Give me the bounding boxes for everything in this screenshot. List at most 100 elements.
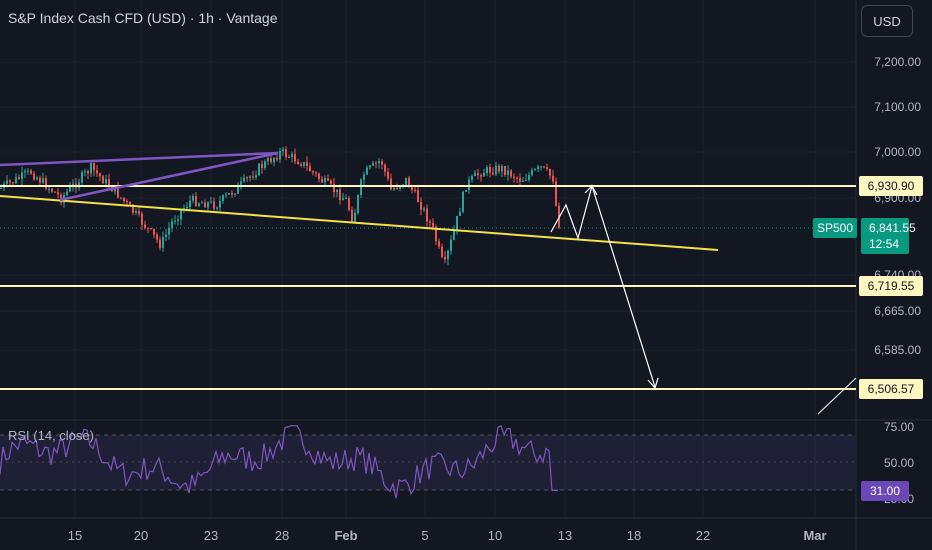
level-price-tag — [859, 276, 923, 296]
drawing-tool-line[interactable] — [817, 377, 857, 415]
candle-body — [399, 186, 401, 189]
candle-body — [90, 163, 92, 174]
time-axis[interactable]: 15 20 23 28 Feb 5 10 13 18 22 Mar — [68, 528, 827, 543]
candle-body — [135, 211, 137, 213]
candle-body — [372, 162, 374, 166]
candle-body — [321, 178, 323, 183]
symbol-tag-text: SP500 — [817, 221, 853, 235]
candle-body — [336, 189, 338, 193]
candle-body — [15, 177, 17, 184]
rsi-tick-label: 50.00 — [884, 456, 914, 470]
candle-body — [294, 153, 296, 162]
candle-body — [108, 178, 110, 187]
candle-body — [150, 227, 152, 229]
candle-body — [240, 181, 242, 185]
candle-body — [186, 206, 188, 209]
candle-body — [234, 193, 236, 195]
candle-body — [69, 186, 71, 192]
candle-body — [132, 204, 134, 213]
price-axis[interactable]: 7,200.007,100.007,000.006,900.006,740.00… — [874, 55, 921, 357]
rsi-tick-label: 75.00 — [884, 420, 914, 434]
candle-body — [120, 197, 122, 199]
candle-body — [252, 176, 254, 178]
candle-body — [123, 197, 125, 202]
candle-body — [549, 168, 551, 176]
candle-body — [27, 170, 29, 172]
candle-body — [117, 186, 119, 198]
time-tick-label: 28 — [275, 528, 289, 543]
candle-body — [21, 172, 23, 180]
candle-body — [147, 227, 149, 229]
candle-body — [33, 173, 35, 180]
countdown-text: 12:54 — [869, 237, 899, 251]
projection-path[interactable] — [550, 183, 656, 388]
candle-body — [297, 161, 299, 165]
candle-body — [411, 187, 413, 190]
time-tick-label: 18 — [627, 528, 641, 543]
descending-trend-line[interactable] — [0, 195, 719, 251]
candle-body — [156, 234, 158, 240]
candle-body — [504, 166, 506, 175]
candle-body — [246, 177, 248, 179]
candle-body — [531, 169, 533, 175]
candle-body — [477, 173, 479, 176]
projection-arrowhead-top-icon — [584, 185, 598, 196]
candle-body — [30, 170, 32, 174]
candle-body — [417, 190, 419, 203]
price-candles[interactable] — [0, 146, 560, 266]
candle-body — [363, 174, 365, 180]
price-tick-label: 6,665.00 — [874, 304, 921, 318]
candle-body — [45, 178, 47, 189]
candle-body — [309, 165, 311, 172]
candle-body — [210, 201, 212, 203]
candle-body — [273, 157, 275, 163]
candle-body — [528, 174, 530, 180]
candle-body — [396, 187, 398, 189]
candle-body — [39, 177, 41, 183]
candle-body — [486, 167, 488, 174]
candle-body — [501, 166, 503, 172]
time-tick-label: 13 — [558, 528, 572, 543]
candle-body — [324, 178, 326, 183]
wedge-lower-line[interactable] — [59, 151, 279, 202]
candle-body — [66, 191, 68, 195]
candle-body — [492, 172, 494, 175]
rsi-line[interactable] — [0, 424, 558, 499]
candle-body — [81, 172, 83, 183]
candle-body — [288, 156, 290, 158]
candle-body — [228, 192, 230, 195]
candle-body — [489, 167, 491, 173]
candle-body — [378, 161, 380, 164]
candle-body — [456, 215, 458, 231]
candle-body — [84, 171, 86, 173]
candle-body — [426, 208, 428, 222]
wedge-upper-line[interactable] — [0, 151, 279, 167]
candle-body — [243, 177, 245, 182]
candle-body — [444, 256, 446, 260]
candle-body — [57, 192, 59, 195]
candle-body — [276, 157, 278, 160]
candle-body — [348, 198, 350, 210]
candle-body — [384, 164, 386, 172]
level-price-tag — [859, 379, 923, 399]
chart-title: S&P Index Cash CFD (USD) · 1h · Vantage — [8, 10, 278, 26]
candle-body — [408, 177, 410, 188]
candle-body — [318, 173, 320, 179]
currency-button[interactable]: USD — [861, 5, 913, 37]
candle-body — [129, 201, 131, 205]
candle-body — [201, 202, 203, 204]
candle-body — [36, 177, 38, 180]
candle-body — [507, 170, 509, 175]
projection-arrowhead-bottom-icon — [647, 377, 659, 390]
level-price-labels: 6,930.90 6,719.55 6,506.57 — [859, 176, 923, 399]
candle-body — [291, 153, 293, 158]
candle-body — [18, 177, 20, 180]
candle-body — [213, 201, 215, 209]
current-price-text: 6,841.55 — [869, 221, 916, 235]
candle-body — [12, 182, 14, 184]
candle-body — [300, 164, 302, 166]
rsi-current-tag: 31.00 — [861, 481, 909, 501]
candle-body — [216, 207, 218, 209]
candle-body — [465, 189, 467, 192]
